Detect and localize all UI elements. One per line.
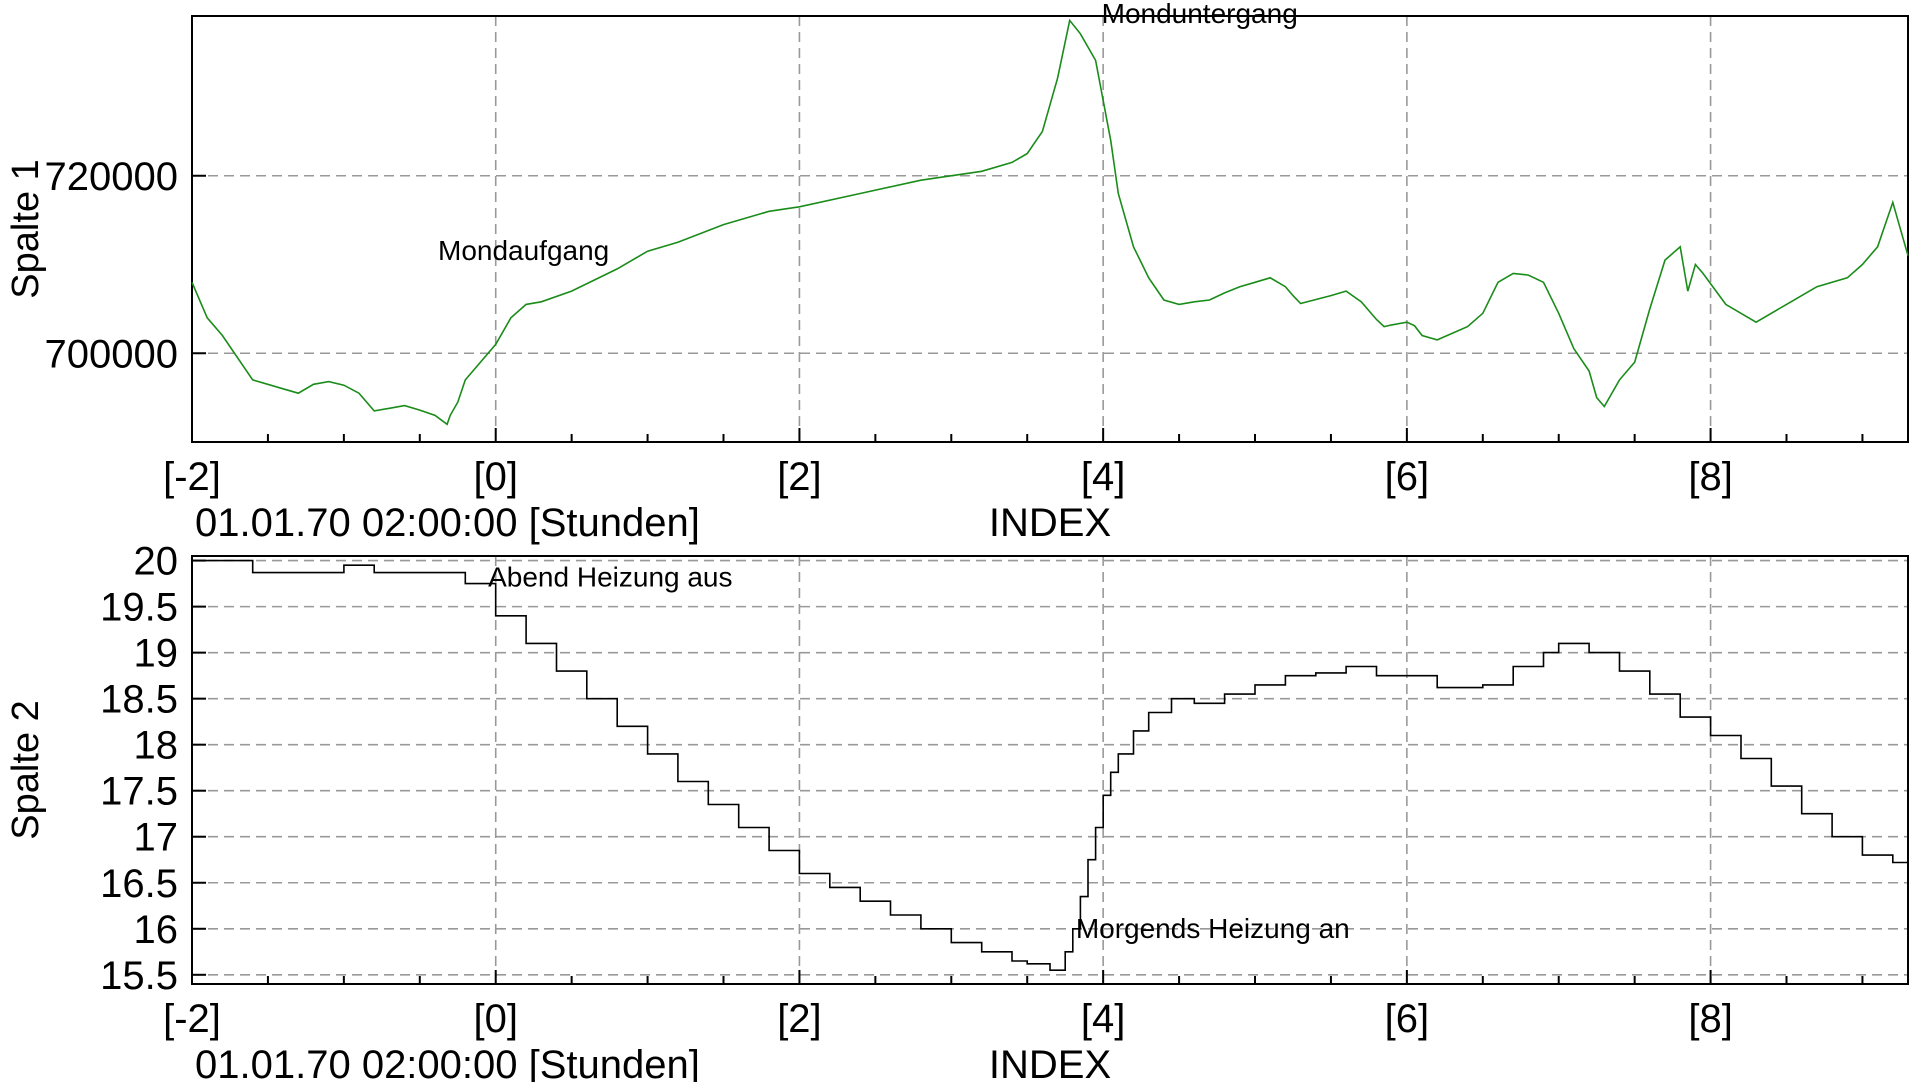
x-tick-label: [-2] xyxy=(163,455,221,499)
series-line-spalte-2 xyxy=(192,559,1909,971)
y-tick-label: 18 xyxy=(134,724,179,768)
panel-top: [-2] [0] [2] [4] [6] [8] 700000 720000 Spalte 1… xyxy=(5,0,1909,545)
y-axis-label-bottom: Spalte 2 xyxy=(5,700,47,839)
x-tick-label: [8] xyxy=(1688,997,1732,1041)
y-axis-label-top: Spalte 1 xyxy=(5,159,47,298)
annotation-monduntergang: Monduntergang xyxy=(1102,0,1298,29)
x-unit-label-bottom: 01.01.70 02:00:00 [Stunden] xyxy=(195,1043,700,1082)
x-tick-label: [8] xyxy=(1688,455,1732,499)
x-tick-label: [6] xyxy=(1385,997,1429,1041)
x-tick-label: [2] xyxy=(777,997,821,1041)
y-tick-label: 17 xyxy=(134,816,179,860)
x-axis-label-top: INDEX xyxy=(989,501,1111,545)
series-line-spalte-1 xyxy=(191,18,1909,426)
y-tick-label: 16.5 xyxy=(100,862,178,906)
annotation-abend-heizung-aus: Abend Heizung aus xyxy=(488,561,732,592)
y-tick-label: 16 xyxy=(134,908,179,952)
x-tick-label: [6] xyxy=(1385,455,1429,499)
annotation-mondaufgang: Mondaufgang xyxy=(438,235,609,266)
y-tick-label: 19.5 xyxy=(100,586,178,630)
x-axis-label-bottom: INDEX xyxy=(989,1043,1111,1082)
panel-top-frame xyxy=(191,15,1909,443)
panel-top-grid xyxy=(192,16,1908,442)
y-tick-label: 720000 xyxy=(45,155,178,199)
panel-bottom: [-2] [0] [2] [4] [6] [8] 15.51616.51717.51818.… xyxy=(5,540,1909,1082)
x-tick-label: [0] xyxy=(473,455,517,499)
y-tick-label: 700000 xyxy=(45,332,178,376)
y-tick-label: 15.5 xyxy=(100,954,178,998)
annotation-morgends-heizung-an: Morgends Heizung an xyxy=(1076,913,1350,944)
panel-bottom-ticks: [-2] [0] [2] [4] [6] [8] 15.51616.51717.51818.… xyxy=(100,540,1864,1041)
y-tick-label: 17.5 xyxy=(100,770,178,814)
x-tick-label: [2] xyxy=(777,455,821,499)
y-tick-label: 20 xyxy=(134,540,179,584)
y-tick-label: 18.5 xyxy=(100,678,178,722)
x-tick-label: [-2] xyxy=(163,997,221,1041)
x-unit-label-top: 01.01.70 02:00:00 [Stunden] xyxy=(195,501,700,545)
x-tick-label: [4] xyxy=(1081,455,1125,499)
panel-top-ticks: [-2] [0] [2] [4] [6] [8] 700000 720000 xyxy=(45,155,1864,499)
panel-bottom-frame xyxy=(191,555,1909,985)
x-tick-label: [4] xyxy=(1081,997,1125,1041)
panel-bottom-grid xyxy=(192,556,1908,984)
x-tick-label: [0] xyxy=(473,997,517,1041)
y-tick-label: 19 xyxy=(134,632,179,676)
